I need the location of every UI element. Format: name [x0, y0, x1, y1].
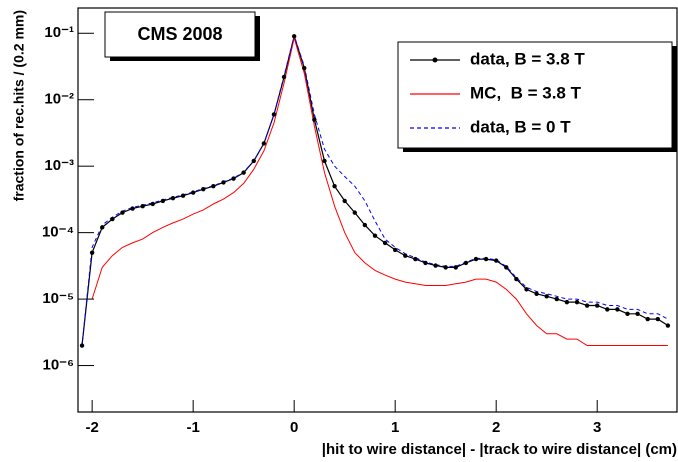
data-point — [493, 258, 499, 263]
data-point — [372, 233, 378, 238]
x-tick-label: -1 — [186, 419, 199, 436]
legend-marker — [432, 57, 438, 63]
x-tick-label: 3 — [593, 419, 601, 436]
data-point — [625, 311, 630, 317]
data-point — [120, 210, 125, 215]
series-line — [91, 37, 668, 346]
data-point — [635, 311, 640, 317]
data-point — [130, 206, 135, 211]
data-point — [605, 307, 610, 312]
legend: data, B = 3.8 T MC, B = 3.8 T data, B = 0 … — [397, 41, 677, 152]
y-tick-label: 10⁻⁵ — [42, 290, 74, 307]
data-point — [443, 265, 448, 270]
data-point — [160, 198, 166, 204]
data-point — [231, 176, 236, 181]
data-point — [281, 74, 287, 80]
data-point — [251, 158, 256, 164]
data-point — [655, 316, 661, 322]
chart-title: CMS 2008 — [137, 24, 222, 44]
data-point — [483, 256, 489, 262]
data-point — [312, 117, 317, 122]
y-tick-label: 10⁻⁴ — [42, 224, 74, 241]
data-point — [534, 291, 539, 297]
title-box — [104, 11, 256, 58]
data-point — [392, 247, 398, 253]
data-point — [261, 141, 267, 146]
data-point — [322, 158, 327, 164]
y-tick-label: 10⁻² — [44, 91, 74, 108]
data-point — [110, 216, 115, 222]
data-point — [453, 265, 458, 270]
data-point — [544, 294, 549, 299]
data-point — [302, 65, 307, 71]
plot-area — [79, 33, 671, 348]
data-point — [473, 256, 479, 262]
data-point — [170, 195, 176, 201]
data-point — [241, 170, 246, 175]
x-tick-label: 2 — [492, 419, 500, 436]
data-point — [201, 187, 206, 192]
data-point — [352, 210, 357, 215]
data-point — [342, 198, 347, 204]
data-point — [665, 323, 671, 328]
series-line — [81, 33, 669, 346]
data-point — [554, 296, 559, 302]
x-tick-label: 0 — [290, 419, 298, 436]
data-point — [403, 253, 408, 258]
data-point — [89, 250, 95, 255]
data-point — [645, 316, 650, 322]
data-point — [504, 265, 509, 270]
data-point — [382, 240, 388, 246]
data-point — [615, 307, 620, 312]
data-point — [150, 201, 155, 207]
x-tick-label: -2 — [85, 419, 98, 436]
y-tick-label: 10⁻¹ — [44, 24, 74, 41]
y-tick-label: 10⁻⁶ — [42, 357, 74, 374]
data-point — [271, 112, 277, 117]
data-point — [524, 287, 529, 292]
x-tick-label: 1 — [391, 419, 399, 436]
data-point — [514, 276, 519, 282]
data-point — [584, 303, 590, 308]
data-point — [221, 180, 226, 185]
legend-label: MC, B = 3.8 T — [470, 83, 582, 102]
data-point — [291, 34, 297, 39]
x-axis-title: |hit to wire distance| - |track to wire … — [322, 441, 677, 458]
legend-label: data, B = 0 T — [470, 117, 571, 136]
data-point — [433, 263, 438, 268]
legend-label: data, B = 3.8 T — [470, 49, 585, 68]
data-point — [463, 260, 469, 266]
data-point — [362, 222, 368, 228]
data-point — [574, 299, 580, 305]
frame — [77, 7, 678, 413]
y-tick-label: 10⁻³ — [44, 157, 74, 174]
data-point — [190, 190, 196, 195]
data-point — [79, 343, 85, 348]
data-point — [140, 203, 145, 209]
data-point — [332, 183, 337, 189]
data-point — [211, 183, 216, 189]
data-point — [180, 193, 186, 198]
data-point — [564, 299, 570, 305]
data-point — [595, 303, 600, 308]
data-point — [423, 260, 428, 266]
data-point — [413, 256, 418, 262]
data-point — [100, 225, 105, 230]
y-axis-title: fraction of rec.hits / (0.2 mm) — [11, 10, 27, 201]
